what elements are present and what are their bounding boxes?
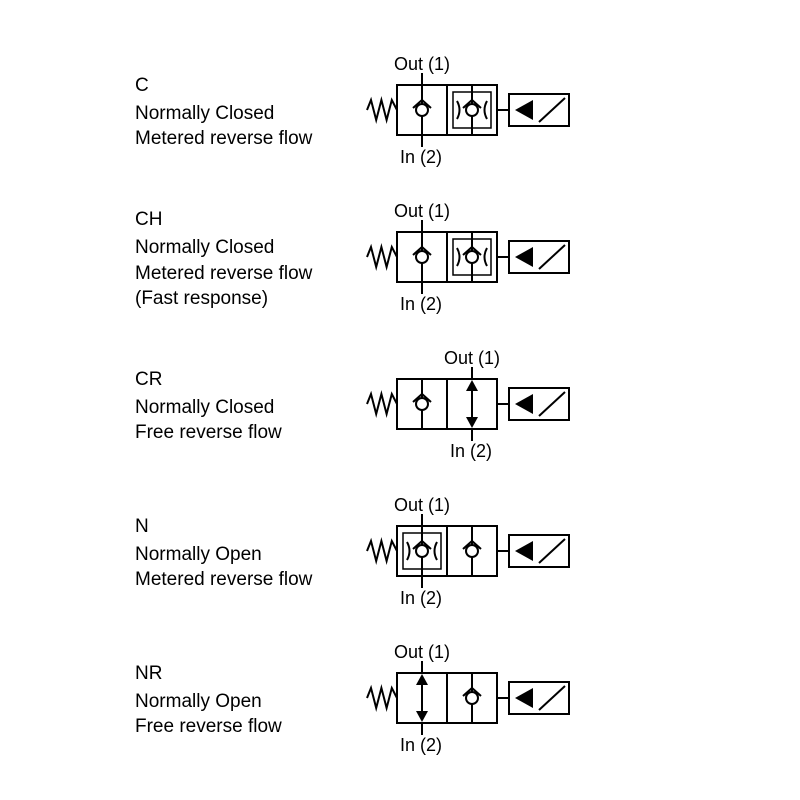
valve-text: NNormally OpenMetered reverse flow xyxy=(135,514,355,593)
check-ball-icon xyxy=(466,692,478,704)
check-ball-icon xyxy=(416,398,428,410)
valve-row: CHNormally ClosedMetered reverse flow(Fa… xyxy=(0,207,800,312)
check-ball-icon xyxy=(416,251,428,263)
valve-symbol-wrap: Out (1) In (2) xyxy=(355,648,635,753)
valve-desc-line: Normally Open xyxy=(135,689,355,715)
valve-desc-line: Metered reverse flow xyxy=(135,261,355,287)
out-port-label: Out (1) xyxy=(394,642,450,663)
out-port-label: Out (1) xyxy=(394,201,450,222)
valve-row: NNormally OpenMetered reverse flow Out (… xyxy=(0,501,800,606)
spring-icon xyxy=(367,394,397,414)
valve-row: CRNormally ClosedFree reverse flow Out (… xyxy=(0,354,800,459)
spring-icon xyxy=(367,688,397,708)
valve-text: CHNormally ClosedMetered reverse flow(Fa… xyxy=(135,207,355,312)
arrow-down-icon xyxy=(466,417,478,428)
valve-desc-line: Normally Closed xyxy=(135,101,355,127)
out-port-label: Out (1) xyxy=(394,495,450,516)
valve-symbol xyxy=(355,207,635,307)
check-ball-icon xyxy=(466,251,478,263)
check-ball-icon xyxy=(466,104,478,116)
restrictor-icon xyxy=(457,101,460,119)
arrow-up-icon xyxy=(466,380,478,391)
in-port-label: In (2) xyxy=(400,735,442,756)
valve-row: NRNormally OpenFree reverse flow Out (1)… xyxy=(0,648,800,753)
in-port-label: In (2) xyxy=(450,441,492,462)
in-port-label: In (2) xyxy=(400,147,442,168)
valve-symbol xyxy=(355,501,635,601)
valve-desc-line: (Fast response) xyxy=(135,286,355,312)
valve-code: CR xyxy=(135,367,355,393)
check-ball-icon xyxy=(466,545,478,557)
valve-diagram-list: CNormally ClosedMetered reverse flow Out… xyxy=(0,0,800,753)
in-port-label: In (2) xyxy=(400,294,442,315)
valve-text: NRNormally OpenFree reverse flow xyxy=(135,661,355,740)
check-ball-icon xyxy=(416,545,428,557)
spring-icon xyxy=(367,247,397,267)
valve-symbol xyxy=(355,648,635,748)
restrictor-icon xyxy=(407,542,410,560)
valve-code: C xyxy=(135,73,355,99)
valve-desc-line: Free reverse flow xyxy=(135,714,355,740)
arrow-down-icon xyxy=(416,711,428,722)
valve-desc-line: Metered reverse flow xyxy=(135,126,355,152)
valve-desc-line: Free reverse flow xyxy=(135,420,355,446)
valve-desc-line: Metered reverse flow xyxy=(135,567,355,593)
valve-desc-line: Normally Closed xyxy=(135,235,355,261)
valve-desc-line: Normally Closed xyxy=(135,395,355,421)
valve-symbol-wrap: Out (1) In (2) xyxy=(355,207,635,312)
valve-desc-line: Normally Open xyxy=(135,542,355,568)
valve-code: CH xyxy=(135,207,355,233)
valve-symbol-wrap: Out (1) In (2) xyxy=(355,354,635,459)
valve-text: CRNormally ClosedFree reverse flow xyxy=(135,367,355,446)
in-port-label: In (2) xyxy=(400,588,442,609)
arrow-up-icon xyxy=(416,674,428,685)
valve-symbol-wrap: Out (1) In (2) xyxy=(355,501,635,606)
valve-code: N xyxy=(135,514,355,540)
valve-text: CNormally ClosedMetered reverse flow xyxy=(135,73,355,152)
valve-symbol-wrap: Out (1) In (2) xyxy=(355,60,635,165)
check-ball-icon xyxy=(416,104,428,116)
spring-icon xyxy=(367,100,397,120)
valve-row: CNormally ClosedMetered reverse flow Out… xyxy=(0,60,800,165)
out-port-label: Out (1) xyxy=(394,54,450,75)
valve-symbol xyxy=(355,60,635,160)
valve-symbol xyxy=(355,354,635,454)
out-port-label: Out (1) xyxy=(444,348,500,369)
spring-icon xyxy=(367,541,397,561)
valve-code: NR xyxy=(135,661,355,687)
restrictor-icon xyxy=(457,248,460,266)
